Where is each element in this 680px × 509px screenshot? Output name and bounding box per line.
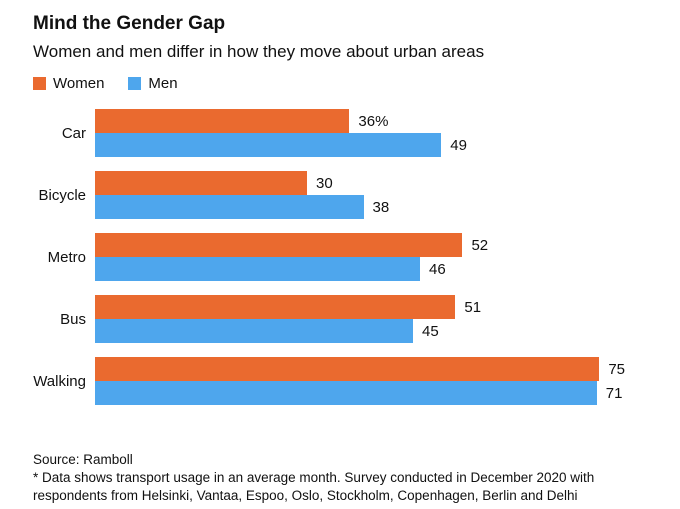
bar-women-walking	[95, 357, 600, 382]
category-label-bicycle: Bicycle	[38, 186, 86, 204]
bar-men-bus	[95, 319, 413, 344]
value-label-men-bus: 45	[422, 322, 439, 340]
chart: Car 36% 49 Bicycle 30 38 Metro 52 46 Bus 51 45 Walki…	[33, 109, 660, 406]
chart-title: Mind the Gender Gap	[33, 13, 226, 34]
bar-group-bus: 51 45	[95, 295, 625, 344]
bar-group-car: 36% 49	[95, 109, 625, 158]
legend-item-men: Men	[128, 75, 178, 93]
bar-men-car	[95, 133, 442, 158]
value-label-women-bus: 51	[464, 298, 482, 316]
value-label-women-bicycle: 30	[316, 174, 333, 192]
bar-line-men-metro: 46	[95, 257, 625, 282]
footnote-line-1: * Data shows transport usage in an avera…	[33, 470, 595, 486]
value-label-men-bicycle: 38	[372, 198, 390, 216]
bar-group-walking: 75 71	[95, 357, 625, 406]
bar-row-walking: Walking 75 71	[33, 357, 660, 406]
bar-row-bicycle: Bicycle 30 38	[33, 171, 660, 220]
legend-swatch-men	[128, 77, 142, 91]
bar-line-women-metro: 52	[95, 233, 625, 258]
bar-line-women-bicycle: 30	[95, 171, 625, 196]
category-label-car: Car	[61, 124, 86, 142]
footnote-line-2: respondents from Helsinki, Vantaa, Espoo…	[33, 488, 578, 504]
bar-row-metro: Metro 52 46	[33, 233, 660, 282]
value-label-women-walking: 75	[608, 360, 625, 378]
bar-line-men-bus: 45	[95, 319, 625, 344]
bar-row-bus: Bus 51 45	[33, 295, 660, 344]
bar-women-bus	[95, 295, 456, 320]
bar-women-metro	[95, 233, 463, 258]
bar-line-men-bicycle: 38	[95, 195, 625, 220]
bar-men-bicycle	[95, 195, 364, 220]
legend-label: Women	[53, 75, 105, 93]
bar-group-bicycle: 30 38	[95, 171, 625, 220]
chart-subtitle: Women and men differ in how they move ab…	[33, 41, 485, 61]
bar-line-men-car: 49	[95, 133, 625, 158]
bar-women-bicycle	[95, 171, 307, 196]
legend-item-women: Women	[33, 75, 104, 92]
value-label-women-car: 36%	[358, 112, 389, 130]
category-label-metro: Metro	[47, 248, 86, 266]
bar-men-walking	[95, 381, 597, 406]
bar-women-car	[95, 109, 350, 134]
category-label-walking: Walking	[33, 372, 86, 390]
bar-men-metro	[95, 257, 421, 282]
bar-line-men-walking: 71	[95, 381, 625, 406]
legend: Women Men	[33, 75, 660, 92]
bar-group-metro: 52 46	[95, 233, 625, 282]
bar-line-women-car: 36%	[95, 109, 625, 134]
value-label-men-walking: 71	[605, 384, 623, 402]
bar-row-car: Car 36% 49	[33, 109, 660, 158]
source-text: Source: Ramboll	[33, 452, 133, 468]
value-label-men-car: 49	[450, 136, 467, 154]
legend-swatch-women	[33, 77, 46, 91]
value-label-women-metro: 52	[471, 236, 489, 254]
category-label-bus: Bus	[60, 310, 86, 328]
footer: Source: Ramboll * Data shows transport u…	[33, 451, 658, 506]
legend-label: Men	[148, 75, 178, 93]
bar-line-women-walking: 75	[95, 357, 625, 382]
value-label-men-metro: 46	[429, 260, 446, 278]
bar-line-women-bus: 51	[95, 295, 625, 320]
